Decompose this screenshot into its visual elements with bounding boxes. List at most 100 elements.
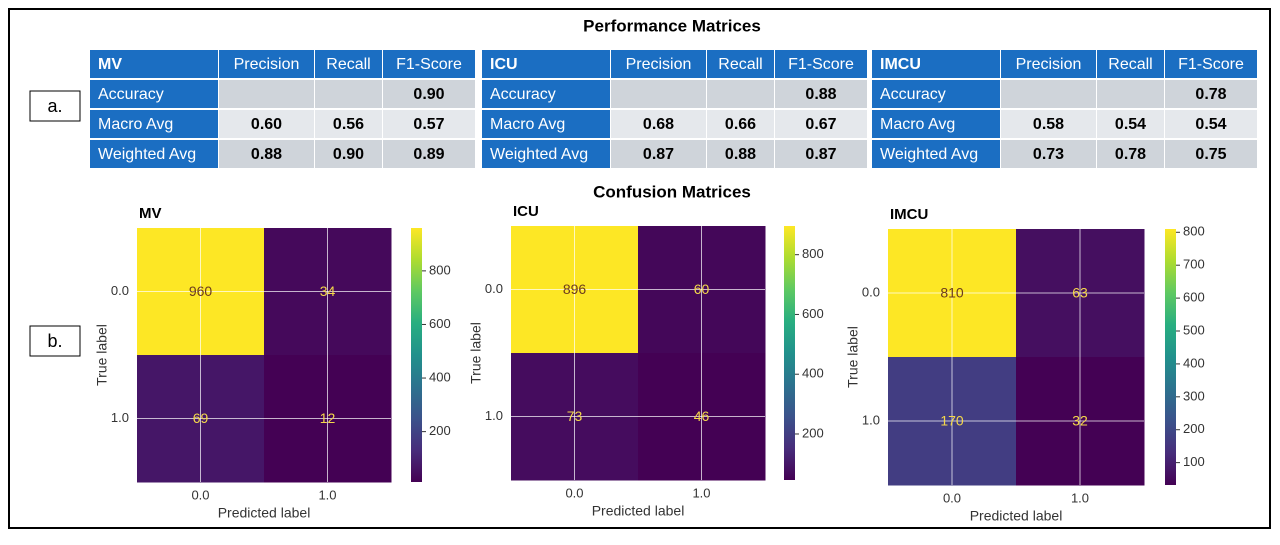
table-cell bbox=[775, 80, 867, 108]
cell-value: 0.60 bbox=[251, 116, 282, 133]
header-text: Precision bbox=[626, 56, 692, 73]
cell-value: 0.73 bbox=[1033, 146, 1064, 163]
colorbar-tick-label: 200 bbox=[802, 425, 824, 440]
header-cell bbox=[775, 50, 867, 78]
header-cell bbox=[872, 50, 1000, 78]
header-cell bbox=[707, 50, 774, 78]
cell-annotation: 810 bbox=[940, 285, 964, 301]
table-cell bbox=[611, 80, 706, 108]
colorbar bbox=[784, 226, 795, 480]
table-cell bbox=[707, 140, 774, 168]
header-cell bbox=[383, 50, 475, 78]
cell-value: 0.78 bbox=[1115, 146, 1146, 163]
cell-annotation: 960 bbox=[189, 283, 213, 299]
table-cell bbox=[383, 140, 475, 168]
cell-value: 0.87 bbox=[805, 146, 836, 163]
header-text: Recall bbox=[718, 56, 762, 73]
x-tick-label: 1.0 bbox=[318, 487, 336, 502]
cell-value: 0.90 bbox=[333, 146, 364, 163]
cell-annotation: 34 bbox=[320, 283, 336, 299]
table-cell bbox=[482, 110, 610, 138]
row-label: Weighted Avg bbox=[880, 146, 978, 163]
colorbar-tick-label: 600 bbox=[802, 306, 824, 321]
cell-value: 0.78 bbox=[1195, 86, 1226, 103]
y-axis-label: True label bbox=[468, 322, 484, 384]
panel-label: b. bbox=[47, 331, 62, 351]
table-cell bbox=[707, 110, 774, 138]
row-label: Weighted Avg bbox=[98, 146, 196, 163]
chart-title: MV bbox=[139, 205, 162, 222]
y-tick-label: 1.0 bbox=[485, 408, 503, 423]
cell-value: 0.90 bbox=[413, 86, 444, 103]
cell-value: 0.54 bbox=[1195, 116, 1226, 133]
colorbar-tick-label: 400 bbox=[429, 369, 451, 384]
cell-annotation: 63 bbox=[1072, 285, 1088, 301]
table-cell bbox=[707, 80, 774, 108]
header-cell bbox=[611, 50, 706, 78]
header-text: Precision bbox=[234, 56, 300, 73]
x-axis-label: Predicted label bbox=[218, 505, 311, 521]
cell-annotation: 46 bbox=[694, 408, 710, 424]
header-cell bbox=[1097, 50, 1164, 78]
header-text: F1-Score bbox=[1178, 56, 1244, 73]
colorbar-tick-label: 300 bbox=[1183, 388, 1205, 403]
header-text: Recall bbox=[326, 56, 370, 73]
y-tick-label: 1.0 bbox=[862, 412, 880, 427]
cell-value: 0.58 bbox=[1033, 116, 1064, 133]
colorbar bbox=[1165, 229, 1176, 485]
row-label: Macro Avg bbox=[98, 116, 173, 133]
table-cell bbox=[1097, 140, 1164, 168]
colorbar-tick-label: 800 bbox=[802, 246, 824, 261]
colorbar-tick-label: 700 bbox=[1183, 257, 1205, 272]
table-cell bbox=[775, 110, 867, 138]
y-axis-label: True label bbox=[845, 326, 861, 388]
colorbar-tick-label: 500 bbox=[1183, 322, 1205, 337]
colorbar-tick-label: 600 bbox=[1183, 290, 1205, 305]
table-cell bbox=[219, 80, 314, 108]
header-text: ICU bbox=[490, 56, 518, 73]
x-tick-label: 1.0 bbox=[1071, 490, 1089, 505]
cell-value: 0.67 bbox=[805, 116, 836, 133]
table-cell bbox=[1165, 80, 1257, 108]
table-cell bbox=[383, 110, 475, 138]
y-tick-label: 0.0 bbox=[485, 281, 503, 296]
table-cell bbox=[219, 110, 314, 138]
table-cell bbox=[1165, 110, 1257, 138]
colorbar-tick-label: 800 bbox=[429, 262, 451, 277]
cell-value: 0.88 bbox=[251, 146, 282, 163]
cell-annotation: 69 bbox=[193, 410, 209, 426]
table-cell bbox=[1001, 140, 1096, 168]
table-cell bbox=[1001, 80, 1096, 108]
header-text: F1-Score bbox=[788, 56, 854, 73]
header-cell bbox=[482, 50, 610, 78]
row-label: Macro Avg bbox=[880, 116, 955, 133]
header-cell bbox=[219, 50, 314, 78]
header-cell bbox=[1165, 50, 1257, 78]
cell-annotation: 12 bbox=[320, 410, 336, 426]
x-axis-label: Predicted label bbox=[592, 503, 685, 519]
cell-value: 0.66 bbox=[725, 116, 756, 133]
table-cell bbox=[872, 80, 1000, 108]
panel-label: a. bbox=[47, 96, 62, 116]
header-cell bbox=[90, 50, 218, 78]
chart-title: IMCU bbox=[890, 206, 928, 223]
header-text: Recall bbox=[1108, 56, 1152, 73]
table-cell bbox=[1097, 80, 1164, 108]
table-cell bbox=[1097, 110, 1164, 138]
table-cell bbox=[482, 140, 610, 168]
cell-annotation: 896 bbox=[563, 281, 587, 297]
cell-annotation: 170 bbox=[940, 413, 964, 429]
panel-label-box bbox=[29, 90, 81, 122]
x-tick-label: 0.0 bbox=[943, 490, 961, 505]
header-text: MV bbox=[98, 56, 122, 73]
row-label: Accuracy bbox=[98, 86, 164, 103]
chart-title: ICU bbox=[513, 203, 539, 220]
y-tick-label: 1.0 bbox=[111, 410, 129, 425]
x-tick-label: 0.0 bbox=[191, 487, 209, 502]
table-cell bbox=[1001, 110, 1096, 138]
row-label: Accuracy bbox=[490, 86, 556, 103]
cell-value: 0.68 bbox=[643, 116, 674, 133]
table-cell bbox=[90, 80, 218, 108]
